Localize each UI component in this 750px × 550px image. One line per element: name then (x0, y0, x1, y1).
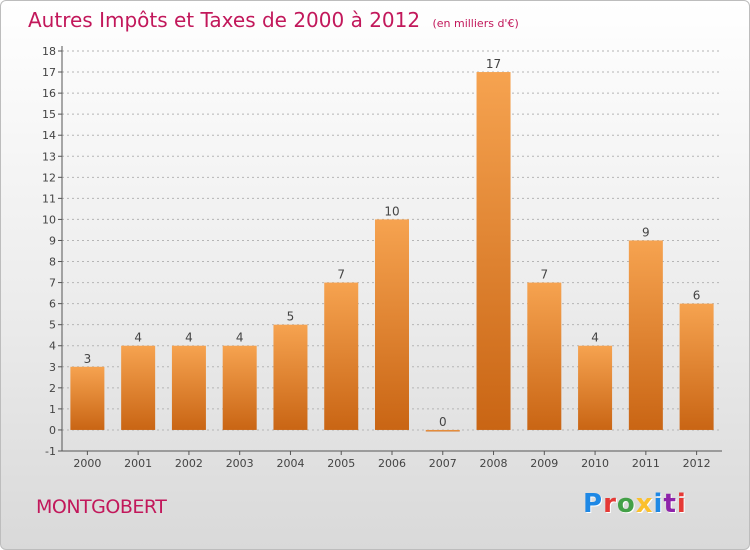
chart-title-text: Autres Impôts et Taxes de 2000 à 2012 (28, 8, 421, 32)
bar-2002 (171, 345, 206, 430)
bar-value-label: 7 (540, 268, 548, 282)
bar-value-label: 17 (486, 57, 501, 71)
y-tick-label: 10 (42, 213, 56, 226)
chart-unit: (en milliers d'€) (432, 17, 519, 30)
logo-letter: t (663, 489, 677, 519)
bar-2001 (121, 345, 156, 430)
bar-value-label: 9 (642, 225, 650, 239)
y-tick-label: 9 (49, 234, 56, 247)
y-tick-label: 7 (49, 277, 56, 290)
y-tick-label: -1 (45, 445, 56, 458)
city-name: MONTGOBERT (36, 496, 167, 518)
bar-2005 (324, 282, 359, 430)
logo-letter: i (653, 489, 664, 519)
bar-value-label: 4 (134, 331, 142, 345)
x-tick-label: 2009 (530, 457, 558, 470)
y-tick-label: 2 (49, 382, 56, 395)
logo-letter: r (603, 489, 617, 519)
x-tick-label: 2001 (124, 457, 152, 470)
y-tick-label: 0 (49, 424, 56, 437)
y-tick-label: 12 (42, 171, 56, 184)
x-tick-label: 2003 (226, 457, 254, 470)
bar-value-label: 4 (591, 331, 599, 345)
y-tick-label: 14 (42, 129, 56, 142)
bar-2006 (375, 219, 409, 430)
bar-2000 (70, 366, 105, 430)
x-tick-label: 2008 (480, 457, 508, 470)
x-tick-label: 2006 (378, 457, 406, 470)
bar-value-label: 10 (384, 204, 399, 218)
x-tick-label: 2010 (581, 457, 609, 470)
x-tick-label: 2012 (683, 457, 711, 470)
bar-2011 (628, 240, 663, 430)
bar-2009 (527, 282, 562, 430)
y-tick-label: 6 (49, 298, 56, 311)
x-tick-label: 2002 (175, 457, 203, 470)
y-tick-label: 17 (42, 66, 56, 79)
bar-value-label: 5 (287, 310, 295, 324)
logo-letter: x (635, 489, 654, 519)
bar-2010 (578, 345, 613, 430)
y-tick-label: 15 (42, 108, 56, 121)
x-tick-label: 2005 (327, 457, 355, 470)
bar-value-label: 3 (84, 352, 92, 366)
x-tick-label: 2007 (429, 457, 457, 470)
chart-title: Autres Impôts et Taxes de 2000 à 2012 (e… (28, 8, 519, 32)
bar-2007 (425, 429, 460, 432)
bar-2004 (273, 324, 308, 430)
y-tick-label: 8 (49, 256, 56, 269)
bar-value-label: 0 (439, 415, 447, 429)
bar-value-label: 4 (185, 331, 193, 345)
bar-value-label: 7 (337, 268, 345, 282)
x-tick-label: 2000 (73, 457, 101, 470)
y-tick-label: 3 (49, 361, 56, 374)
bar-2003 (222, 345, 257, 430)
bars: 3 4 4 4 5 7 10 0 17 7 4 9 6 (70, 57, 714, 432)
bar-value-label: 6 (693, 289, 701, 303)
bar-2012 (679, 303, 714, 430)
bar-2008 (476, 72, 511, 430)
y-tick-label: 1 (49, 403, 56, 416)
bar-value-label: 4 (236, 331, 244, 345)
y-tick-label: 18 (42, 45, 56, 58)
y-tick-label: 5 (49, 319, 56, 332)
y-tick-label: 16 (42, 87, 56, 100)
logo-letter: o (616, 489, 636, 519)
proxiti-logo[interactable]: Proxiti (583, 489, 687, 519)
logo-letter: P (583, 489, 604, 519)
x-tick-label: 2004 (276, 457, 304, 470)
y-tick-label: 11 (42, 192, 56, 205)
y-tick-label: 4 (49, 340, 56, 353)
x-tick-label: 2011 (632, 457, 660, 470)
y-tick-label: 13 (42, 150, 56, 163)
logo-letter: i (676, 489, 687, 519)
